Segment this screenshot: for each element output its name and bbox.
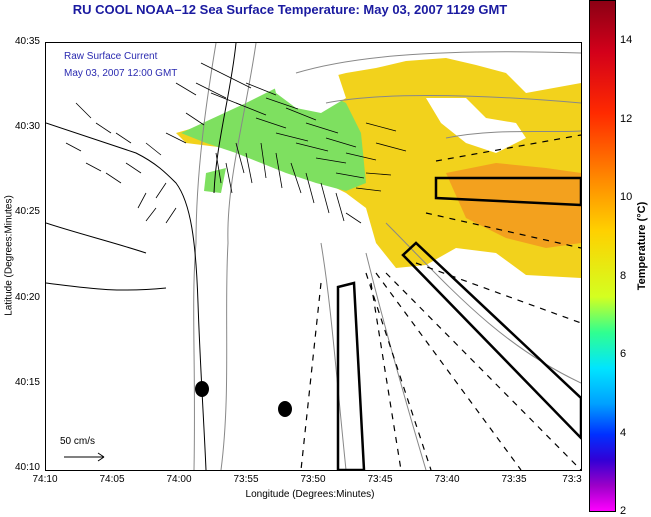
station-marker (278, 401, 292, 417)
bathymetry-contours (193, 43, 581, 470)
map-plot-area[interactable]: Raw Surface Current May 03, 2007 12:00 G… (45, 42, 582, 471)
colorbar-tick: 10 (620, 191, 633, 203)
x-tick-label: 74:10 (32, 474, 58, 485)
y-tick-label: 40:25 (14, 206, 40, 217)
scale-bar-label: 50 cm/s (60, 436, 96, 447)
colorbar-tick: 8 (620, 270, 627, 282)
x-tick-label: 73:50 (300, 474, 326, 485)
x-tick-label: 74:00 (166, 474, 192, 485)
colorbar-tick: 6 (620, 348, 627, 360)
map-title: RU COOL NOAA–12 Sea Surface Temperature:… (72, 2, 508, 17)
temperature-colorbar (589, 0, 616, 512)
colorbar-tick: 2 (620, 505, 627, 517)
x-tick-label: 73:40 (434, 474, 460, 485)
colorbar-tick: 14 (620, 34, 633, 46)
y-tick-label: 40:15 (14, 377, 40, 388)
colorbar-tick: 4 (620, 427, 627, 439)
x-tick-label: 73:55 (233, 474, 259, 485)
coastline (46, 43, 237, 470)
radar-beam-outlines (300, 134, 581, 470)
x-tick-label: 73:45 (367, 474, 393, 485)
y-axis-label: Latitude (Degrees:Minutes) (3, 195, 15, 316)
overlay-line-1: Raw Surface Current (64, 51, 158, 62)
x-tick-label: 73:3 (562, 474, 582, 485)
station-marker (195, 381, 209, 397)
x-tick-label: 74:05 (99, 474, 125, 485)
overlay-line-2: May 03, 2007 12:00 GMT (64, 68, 178, 79)
scale-arrow (64, 452, 105, 462)
sst-field (176, 58, 581, 278)
surface-current-vectors (65, 62, 407, 224)
y-tick-label: 40:20 (14, 292, 40, 303)
map-canvas (46, 43, 581, 470)
y-tick-label: 40:10 (14, 462, 40, 473)
y-tick-label: 40:30 (14, 121, 40, 132)
x-axis-label: Longitude (Degrees:Minutes) (245, 489, 375, 500)
colorbar-tick: 12 (620, 113, 633, 125)
y-tick-label: 40:35 (14, 36, 40, 47)
x-tick-label: 73:35 (501, 474, 527, 485)
colorbar-label: Temperature (°C) (636, 201, 648, 291)
